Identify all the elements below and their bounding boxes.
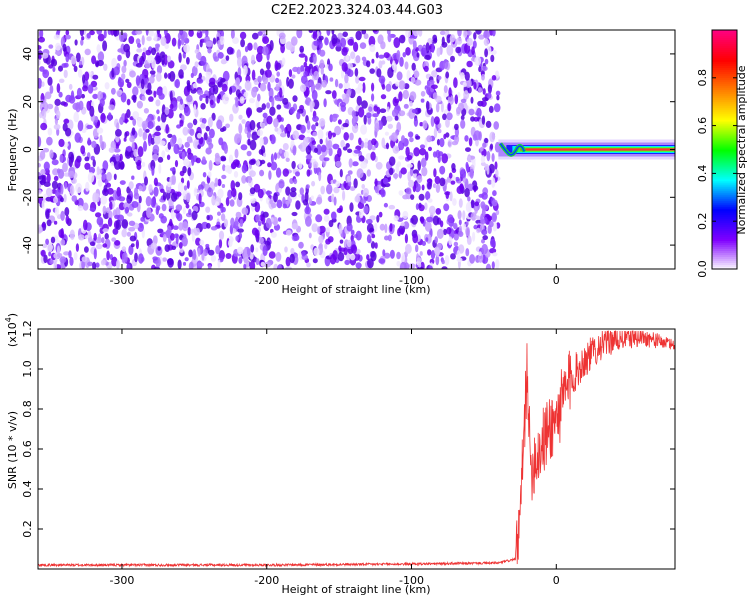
x-tick-label: -300 (109, 574, 134, 587)
y-tick-label: -20 (21, 188, 34, 206)
x-tick-label: -100 (399, 274, 424, 287)
x-axis-label: Height of straight line (km) (281, 583, 430, 596)
y-tick-label: 0.8 (21, 400, 34, 418)
colorbar: 0.0 0.2 0.4 0.6 0.8 Normalized spectral ampli… (696, 29, 748, 278)
x-tick-label: 0 (553, 574, 560, 587)
colorbar-tick-label: 0.6 (696, 117, 709, 135)
y-tick-label: 0.6 (21, 440, 34, 458)
x-tick-label: 0 (553, 274, 560, 287)
x-tick-label: -200 (254, 574, 279, 587)
y-axis-label: SNR (10 * v/v) (6, 411, 19, 489)
y-axis-multiplier: (x104) (4, 313, 19, 347)
spectrogram-image (38, 30, 675, 269)
chart-title: C2E2.2023.324.03.44.G03 (271, 3, 443, 18)
colorbar-tick-label: 0.0 (696, 260, 709, 278)
snr-panel: -300 -200 -100 0 0.2 0.4 0.6 0.8 1.0 1.2 Height of… (4, 313, 676, 596)
x-tick-label: -100 (399, 574, 424, 587)
y-tick-label: -40 (21, 236, 34, 254)
x-tick-label: -200 (254, 274, 279, 287)
colorbar-tick-label: 0.2 (696, 212, 709, 230)
y-tick-label: 1.0 (21, 360, 34, 378)
y-tick-label: 0 (21, 146, 34, 153)
colorbar-label: Normalized spectral amplitude (735, 65, 748, 234)
x-tick-label: -300 (109, 274, 134, 287)
snr-series-line (38, 330, 675, 568)
x-axis-label: Height of straight line (km) (281, 283, 430, 296)
colorbar-tick-label: 0.8 (696, 69, 709, 87)
y-tick-label: 0.2 (21, 520, 34, 538)
y-tick-label: 20 (21, 95, 34, 109)
y-tick-label: 1.2 (21, 320, 34, 338)
y-tick-label: 40 (21, 47, 34, 61)
y-tick-label: 0.4 (21, 480, 34, 498)
y-axis-label: Frequency (Hz) (6, 109, 19, 192)
colorbar-tick-label: 0.4 (696, 165, 709, 183)
